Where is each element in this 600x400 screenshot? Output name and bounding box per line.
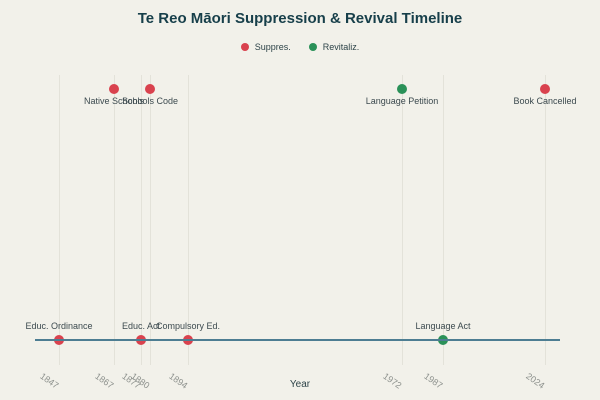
event-marker-language-petition[interactable] bbox=[397, 84, 407, 94]
x-axis-title: Year bbox=[289, 379, 311, 390]
event-label-educ-ordinance: Educ. Ordinance bbox=[25, 321, 93, 331]
legend-label-revitalization: Revitaliz. bbox=[322, 42, 360, 52]
revitalization-dot-icon bbox=[308, 43, 317, 51]
legend-item-suppression[interactable]: Suppres. bbox=[240, 42, 291, 52]
legend-item-revitalization[interactable]: Revitaliz. bbox=[308, 42, 360, 52]
event-marker-native-schools[interactable] bbox=[109, 84, 119, 94]
event-label-native-schools: Native Schools bbox=[83, 96, 145, 106]
event-label-educ-act: Educ. Act bbox=[121, 321, 161, 331]
event-label-compulsory-ed-: Compulsory Ed. bbox=[155, 321, 221, 331]
timeline-axis-line bbox=[35, 339, 560, 341]
suppression-dot-icon bbox=[240, 43, 249, 51]
event-marker-schools-code[interactable] bbox=[145, 84, 155, 94]
event-label-language-act: Language Act bbox=[415, 321, 471, 331]
event-label-book-cancelled: Book Cancelled bbox=[513, 96, 577, 106]
gridline-1987 bbox=[443, 75, 444, 365]
gridline-1972 bbox=[402, 75, 403, 365]
gridline-2024 bbox=[545, 75, 546, 365]
legend-label-suppression: Suppres. bbox=[254, 42, 291, 52]
gridline-1847 bbox=[59, 75, 60, 365]
event-label-language-petition: Language Petition bbox=[365, 96, 439, 106]
gridline-1894 bbox=[188, 75, 189, 365]
chart-legend: Suppres. Revitaliz. bbox=[0, 42, 600, 52]
chart-title: Te Reo Māori Suppression & Revival Timel… bbox=[137, 10, 463, 27]
gridline-1877 bbox=[141, 75, 142, 365]
event-marker-book-cancelled[interactable] bbox=[540, 84, 550, 94]
gridline-1880 bbox=[150, 75, 151, 365]
gridline-1867 bbox=[114, 75, 115, 365]
event-label-schools-code: Schools Code bbox=[121, 96, 179, 106]
